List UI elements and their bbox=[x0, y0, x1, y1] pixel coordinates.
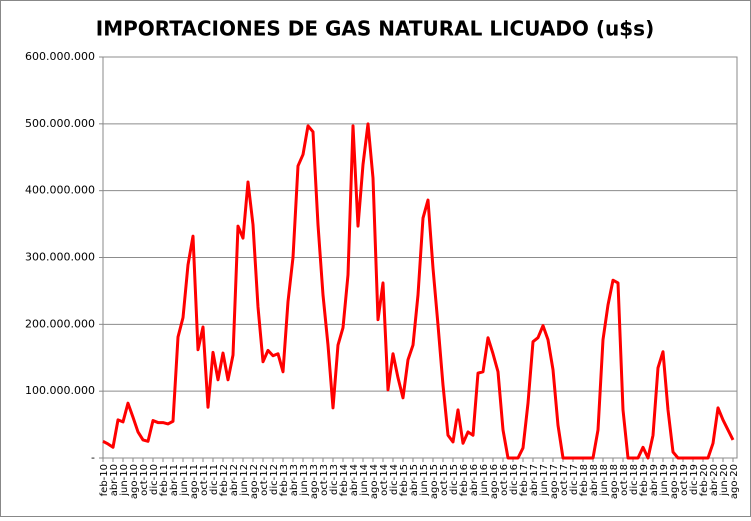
x-tick-label: jun-20 bbox=[719, 464, 730, 497]
x-tick-label: abr-19 bbox=[649, 464, 660, 496]
x-tick-label: feb-11 bbox=[159, 464, 170, 496]
x-tick-label: abr-17 bbox=[529, 464, 540, 496]
x-tick-label: jun-14 bbox=[359, 464, 370, 497]
x-tick-label: abr-20 bbox=[709, 464, 720, 496]
x-tick-label: ago-15 bbox=[429, 464, 440, 499]
x-tick-label: abr-16 bbox=[469, 464, 480, 496]
x-tick-label: abr-11 bbox=[169, 464, 180, 496]
x-tick-label: ago-13 bbox=[309, 464, 320, 499]
x-tick-label: dic-18 bbox=[629, 464, 640, 495]
x-tick-label: ago-20 bbox=[729, 464, 740, 499]
x-tick-label: oct-10 bbox=[139, 464, 150, 496]
x-tick-label: oct-11 bbox=[199, 464, 210, 496]
x-tick-label: oct-13 bbox=[319, 464, 330, 496]
x-tick-label: feb-16 bbox=[459, 464, 470, 496]
x-tick-label: dic-12 bbox=[269, 464, 280, 495]
y-tick-label: 400.000.000 bbox=[25, 184, 95, 197]
x-tick-label: ago-16 bbox=[489, 464, 500, 499]
x-tick-label: ago-14 bbox=[369, 464, 380, 499]
x-tick-label: dic-14 bbox=[389, 464, 400, 495]
x-tick-label: dic-10 bbox=[149, 464, 160, 495]
y-tick-label: - bbox=[91, 451, 95, 464]
x-tick-label: jun-10 bbox=[119, 464, 130, 497]
x-tick-label: jun-11 bbox=[179, 464, 190, 497]
x-tick-label: oct-16 bbox=[499, 464, 510, 496]
x-tick-label: dic-17 bbox=[569, 464, 580, 495]
y-tick-label: 100.000.000 bbox=[25, 384, 95, 397]
x-tick-label: abr-18 bbox=[589, 464, 600, 496]
x-tick-label: feb-12 bbox=[219, 464, 230, 496]
x-tick-label: jun-16 bbox=[479, 464, 490, 497]
x-tick-label: jun-15 bbox=[419, 464, 430, 497]
x-tick-label: ago-10 bbox=[129, 464, 140, 499]
x-tick-label: feb-17 bbox=[519, 464, 530, 496]
x-tick-label: feb-13 bbox=[279, 464, 290, 496]
x-tick-label: oct-15 bbox=[439, 464, 450, 496]
y-tick-label: 600.000.000 bbox=[25, 50, 95, 63]
x-tick-label: feb-20 bbox=[699, 464, 710, 496]
x-tick-label: dic-16 bbox=[509, 464, 520, 495]
y-tick-label: 500.000.000 bbox=[25, 117, 95, 130]
x-tick-label: abr-12 bbox=[229, 464, 240, 496]
x-tick-label: ago-11 bbox=[189, 464, 200, 499]
x-tick-label: oct-18 bbox=[619, 464, 630, 496]
x-tick-label: dic-13 bbox=[329, 464, 340, 495]
y-tick-label: 200.000.000 bbox=[25, 317, 95, 330]
x-tick-label: abr-14 bbox=[349, 464, 360, 496]
y-tick-label: 300.000.000 bbox=[25, 251, 95, 264]
x-tick-label: jun-13 bbox=[299, 464, 310, 497]
x-tick-label: abr-13 bbox=[289, 464, 300, 496]
x-tick-label: abr-10 bbox=[109, 464, 120, 496]
x-tick-label: abr-15 bbox=[409, 464, 420, 496]
x-tick-label: jun-19 bbox=[659, 464, 670, 497]
x-tick-label: oct-12 bbox=[259, 464, 270, 496]
x-tick-label: feb-15 bbox=[399, 464, 410, 496]
x-tick-label: jun-12 bbox=[239, 464, 250, 497]
x-tick-label: ago-19 bbox=[669, 464, 680, 499]
x-tick-label: dic-15 bbox=[449, 464, 460, 495]
x-tick-label: oct-14 bbox=[379, 464, 390, 496]
x-tick-label: oct-17 bbox=[559, 464, 570, 496]
x-tick-label: feb-10 bbox=[99, 464, 110, 496]
x-tick-label: feb-19 bbox=[639, 464, 650, 496]
x-tick-label: jun-18 bbox=[599, 464, 610, 497]
x-tick-label: jun-17 bbox=[539, 464, 550, 497]
x-tick-label: dic-19 bbox=[689, 464, 700, 495]
x-tick-label: feb-14 bbox=[339, 464, 350, 496]
x-tick-label: ago-18 bbox=[609, 464, 620, 499]
chart-title: IMPORTACIONES DE GAS NATURAL LICUADO (u$… bbox=[96, 17, 654, 41]
x-tick-label: feb-18 bbox=[579, 464, 590, 496]
x-tick-label: ago-17 bbox=[549, 464, 560, 499]
x-tick-label: oct-19 bbox=[679, 464, 690, 496]
x-tick-label: ago-12 bbox=[249, 464, 260, 499]
data-line bbox=[102, 122, 735, 460]
x-tick-label: dic-11 bbox=[209, 464, 220, 495]
